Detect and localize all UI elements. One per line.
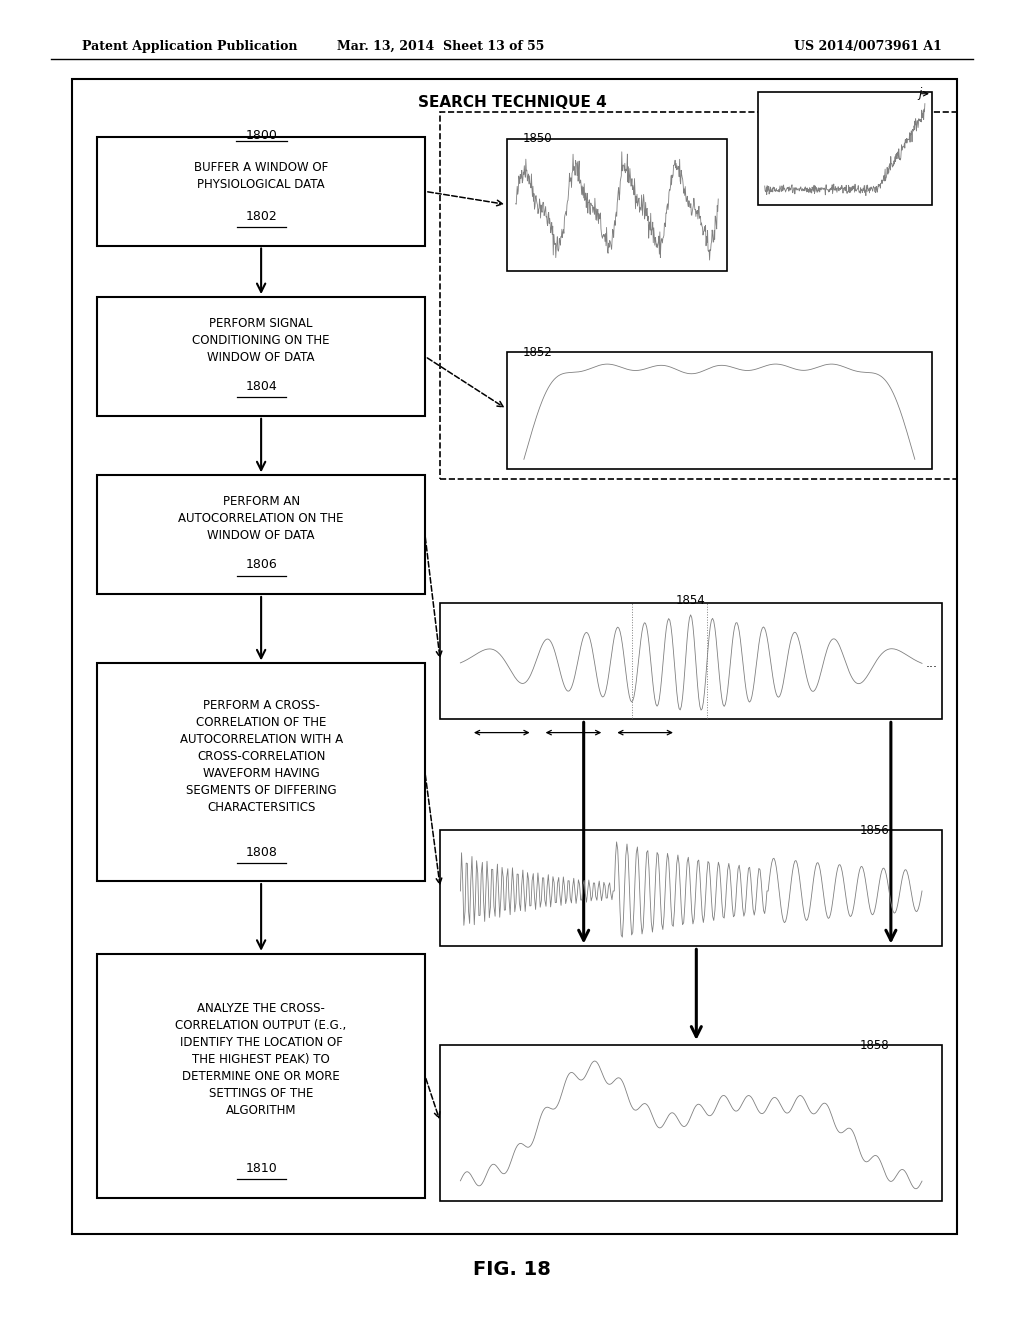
Text: j: j	[919, 87, 922, 100]
Text: 1802: 1802	[245, 210, 278, 223]
Text: ...: ...	[926, 657, 938, 671]
FancyBboxPatch shape	[507, 352, 932, 469]
FancyBboxPatch shape	[440, 1045, 942, 1201]
FancyBboxPatch shape	[97, 664, 425, 882]
FancyBboxPatch shape	[758, 92, 932, 205]
Text: 1800: 1800	[245, 129, 278, 143]
FancyBboxPatch shape	[97, 953, 425, 1199]
Text: FIG. 18: FIG. 18	[473, 1261, 551, 1279]
Text: 1808: 1808	[245, 846, 278, 858]
FancyBboxPatch shape	[72, 79, 957, 1234]
Text: 1804: 1804	[245, 380, 278, 393]
Text: SEARCH TECHNIQUE 4: SEARCH TECHNIQUE 4	[418, 95, 606, 111]
Text: PERFORM A CROSS-
CORRELATION OF THE
AUTOCORRELATION WITH A
CROSS-CORRELATION
WAV: PERFORM A CROSS- CORRELATION OF THE AUTO…	[179, 698, 343, 814]
Text: BUFFER A WINDOW OF
PHYSIOLOGICAL DATA: BUFFER A WINDOW OF PHYSIOLOGICAL DATA	[194, 161, 329, 190]
Text: 1806: 1806	[245, 558, 278, 572]
Text: 1856: 1856	[860, 824, 890, 837]
FancyBboxPatch shape	[97, 137, 425, 246]
Text: 1850: 1850	[522, 132, 552, 145]
Text: Patent Application Publication: Patent Application Publication	[82, 40, 297, 53]
FancyBboxPatch shape	[97, 297, 425, 416]
FancyBboxPatch shape	[507, 139, 727, 271]
Text: Mar. 13, 2014  Sheet 13 of 55: Mar. 13, 2014 Sheet 13 of 55	[337, 40, 544, 53]
FancyBboxPatch shape	[97, 475, 425, 594]
Text: 1858: 1858	[860, 1039, 890, 1052]
Text: 1852: 1852	[522, 346, 552, 359]
Text: PERFORM AN
AUTOCORRELATION ON THE
WINDOW OF DATA: PERFORM AN AUTOCORRELATION ON THE WINDOW…	[178, 495, 344, 543]
Text: US 2014/0073961 A1: US 2014/0073961 A1	[795, 40, 942, 53]
Text: ANALYZE THE CROSS-
CORRELATION OUTPUT (E.G.,
IDENTIFY THE LOCATION OF
THE HIGHES: ANALYZE THE CROSS- CORRELATION OUTPUT (E…	[175, 1002, 347, 1118]
FancyBboxPatch shape	[440, 603, 942, 719]
FancyBboxPatch shape	[440, 830, 942, 946]
Text: 1810: 1810	[245, 1163, 278, 1175]
Text: PERFORM SIGNAL
CONDITIONING ON THE
WINDOW OF DATA: PERFORM SIGNAL CONDITIONING ON THE WINDO…	[193, 317, 330, 364]
Text: 1854: 1854	[676, 594, 706, 607]
